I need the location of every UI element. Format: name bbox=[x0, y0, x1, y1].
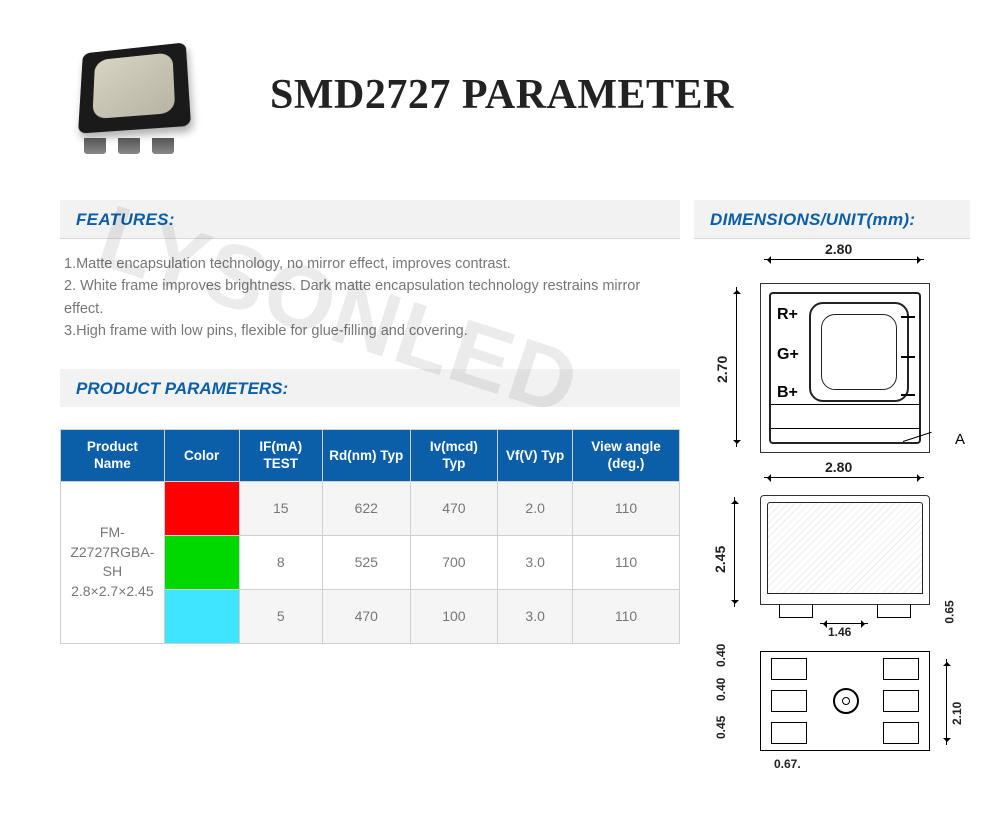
feature-item: 1.Matte encapsulation technology, no mir… bbox=[64, 253, 680, 275]
th-vf: Vf(V) Typ bbox=[498, 429, 573, 481]
cell: 3.0 bbox=[498, 589, 573, 643]
dimensions-heading: DIMENSIONS/UNIT(mm): bbox=[694, 200, 970, 239]
cell: 525 bbox=[322, 535, 410, 589]
dim-side-width: 2.80 bbox=[825, 459, 852, 475]
dim-pin-h: 0.65 bbox=[943, 600, 957, 623]
diagram-side-view: 2.80 2.45 1.46 0.65 bbox=[710, 473, 970, 643]
th-if: IF(mA) TEST bbox=[239, 429, 322, 481]
th-product: Product Name bbox=[61, 429, 165, 481]
cell: 2.0 bbox=[498, 481, 573, 535]
th-angle: View angle (deg.) bbox=[573, 429, 680, 481]
cell: 470 bbox=[410, 481, 498, 535]
pin-g: G+ bbox=[777, 346, 799, 364]
cell: 470 bbox=[322, 589, 410, 643]
color-swatch-red bbox=[165, 482, 239, 535]
cell: 110 bbox=[573, 589, 680, 643]
cell: 15 bbox=[239, 481, 322, 535]
diagram-top-view: 2.80 2.70 R+ G+ B+ A bbox=[710, 253, 970, 473]
dim-bot-d: 0.67. bbox=[774, 757, 801, 771]
dim-bot-b: 0.40 bbox=[714, 678, 728, 701]
dim-bot-a: 0.40 bbox=[714, 644, 728, 667]
th-color: Color bbox=[164, 429, 239, 481]
cell: 100 bbox=[410, 589, 498, 643]
cell: 700 bbox=[410, 535, 498, 589]
anchor-a: A bbox=[955, 431, 965, 448]
cell: 5 bbox=[239, 589, 322, 643]
params-table: Product Name Color IF(mA) TEST Rd(nm) Ty… bbox=[60, 429, 680, 644]
th-iv: Iv(mcd) Typ bbox=[410, 429, 498, 481]
params-label: PRODUCT PARAMETERS: bbox=[76, 379, 288, 398]
page-title: SMD2727 PARAMETER bbox=[270, 71, 734, 119]
cell: 622 bbox=[322, 481, 410, 535]
pin-r: R+ bbox=[777, 306, 798, 324]
features-list: 1.Matte encapsulation technology, no mir… bbox=[64, 253, 680, 343]
chip-illustration bbox=[60, 30, 210, 160]
dim-top-height: 2.70 bbox=[714, 356, 730, 383]
product-name-cell: FM-Z2727RGBA-SH 2.8×2.7×2.45 bbox=[61, 481, 165, 643]
dim-bot-e: 2.10 bbox=[950, 702, 964, 725]
params-heading: PRODUCT PARAMETERS: bbox=[60, 369, 680, 407]
cell: 8 bbox=[239, 535, 322, 589]
cell: 3.0 bbox=[498, 535, 573, 589]
pin-b: B+ bbox=[777, 384, 798, 402]
th-rd: Rd(nm) Typ bbox=[322, 429, 410, 481]
diagram-bottom-view: 0.40 0.40 0.45 0.67. 2.10 bbox=[710, 643, 970, 773]
color-swatch-green bbox=[165, 536, 239, 589]
dimensions-label: DIMENSIONS/UNIT(mm): bbox=[710, 210, 915, 229]
cell: 110 bbox=[573, 535, 680, 589]
dim-bot-c: 0.45 bbox=[714, 716, 728, 739]
cell: 110 bbox=[573, 481, 680, 535]
dim-side-height: 2.45 bbox=[712, 546, 728, 573]
dim-top-width: 2.80 bbox=[825, 241, 852, 257]
feature-item: 3.High frame with low pins, flexible for… bbox=[64, 320, 680, 342]
color-swatch-blue bbox=[165, 590, 239, 643]
feature-item: 2. White frame improves brightness. Dark… bbox=[64, 275, 680, 320]
features-label: FEATURES: bbox=[76, 210, 175, 229]
features-heading: FEATURES: bbox=[60, 200, 680, 239]
dim-pin-gap: 1.46 bbox=[828, 625, 851, 639]
